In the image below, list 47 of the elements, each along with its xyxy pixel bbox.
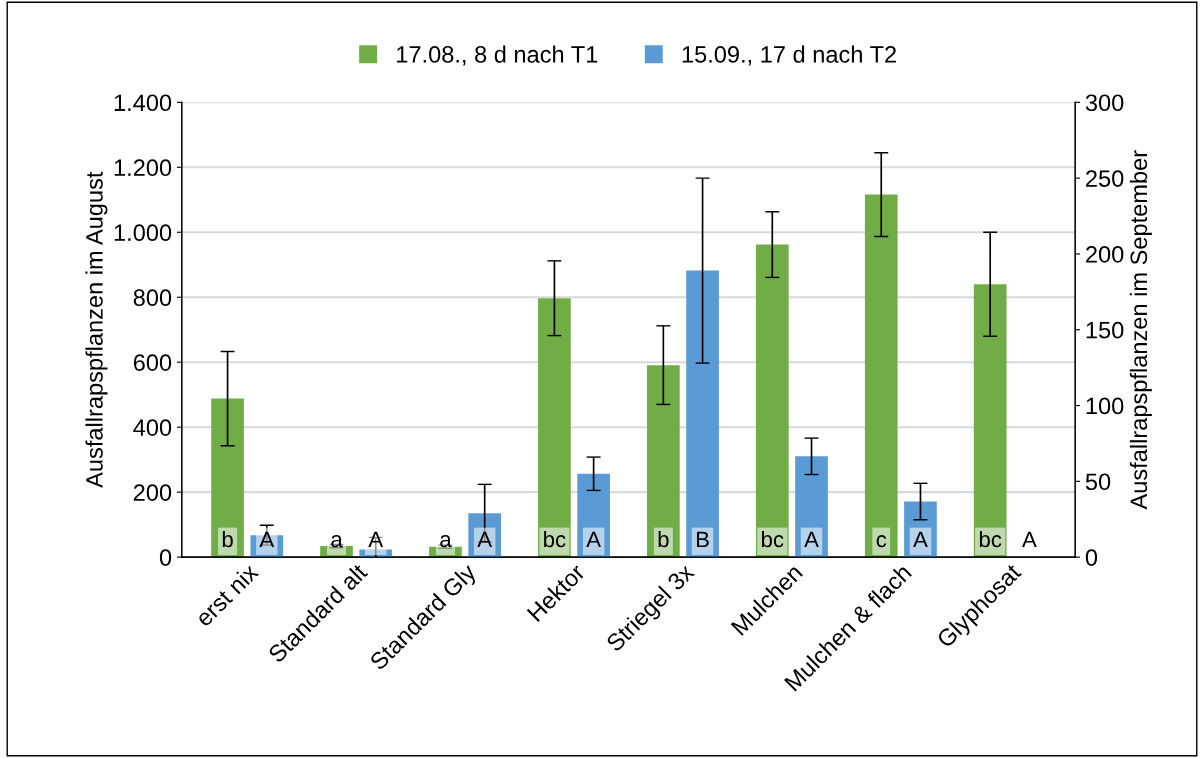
x-tick-label: erst nix <box>194 562 260 628</box>
bar <box>538 298 571 558</box>
bar <box>755 244 789 558</box>
y2-tick-label: 150 <box>1086 321 1124 339</box>
y-tick-label: 1.200 <box>114 159 172 177</box>
data-label: bc <box>979 530 1002 548</box>
data-label: A <box>913 531 928 548</box>
bar <box>795 456 828 558</box>
bar <box>904 501 937 558</box>
data-label: bc <box>762 530 784 548</box>
bar <box>577 473 610 558</box>
y2-axis-title: Ausfallrapspflanzen im September <box>1129 150 1152 510</box>
bar <box>973 284 1007 558</box>
legend-label: 15.09., 17 d nach T2 <box>682 45 896 66</box>
y-axis-title: Ausfallrapspflanzen im August <box>85 171 108 488</box>
y2-tick-label: 250 <box>1086 170 1124 187</box>
data-label: b <box>222 530 233 548</box>
y-tick-label: 400 <box>133 419 172 436</box>
data-label: A <box>368 531 384 548</box>
bar <box>468 513 502 558</box>
y-tick-label: 1.000 <box>114 224 172 242</box>
legend-label: 17.08., 8 d nach T1 <box>397 45 598 66</box>
data-label: A <box>586 531 601 548</box>
data-label: a <box>440 535 452 548</box>
y-tick-label: 200 <box>133 484 172 501</box>
y-tick-label: 600 <box>133 354 172 371</box>
data-label: a <box>331 535 343 548</box>
y2-tick-label: 300 <box>1085 94 1124 112</box>
y2-tick-label: 50 <box>1085 473 1111 491</box>
data-label: A <box>1022 531 1037 548</box>
y-tick-label: 0 <box>159 549 172 566</box>
data-label: c <box>876 535 887 548</box>
bar <box>211 398 244 558</box>
data-label: bc <box>544 530 566 548</box>
y2-tick-label: 100 <box>1086 397 1124 415</box>
y2-tick-label: 0 <box>1085 549 1098 566</box>
bar <box>686 270 719 558</box>
data-label: A <box>804 531 819 548</box>
data-label: B <box>696 531 709 548</box>
data-label: A <box>259 531 275 548</box>
y2-tick-label: 200 <box>1086 246 1124 263</box>
data-label: A <box>477 531 493 548</box>
bar <box>647 365 680 558</box>
y-tick-label: 1.400 <box>114 94 172 112</box>
y-tick-label: 800 <box>133 289 172 307</box>
data-label: b <box>658 530 669 548</box>
bar <box>864 194 898 558</box>
